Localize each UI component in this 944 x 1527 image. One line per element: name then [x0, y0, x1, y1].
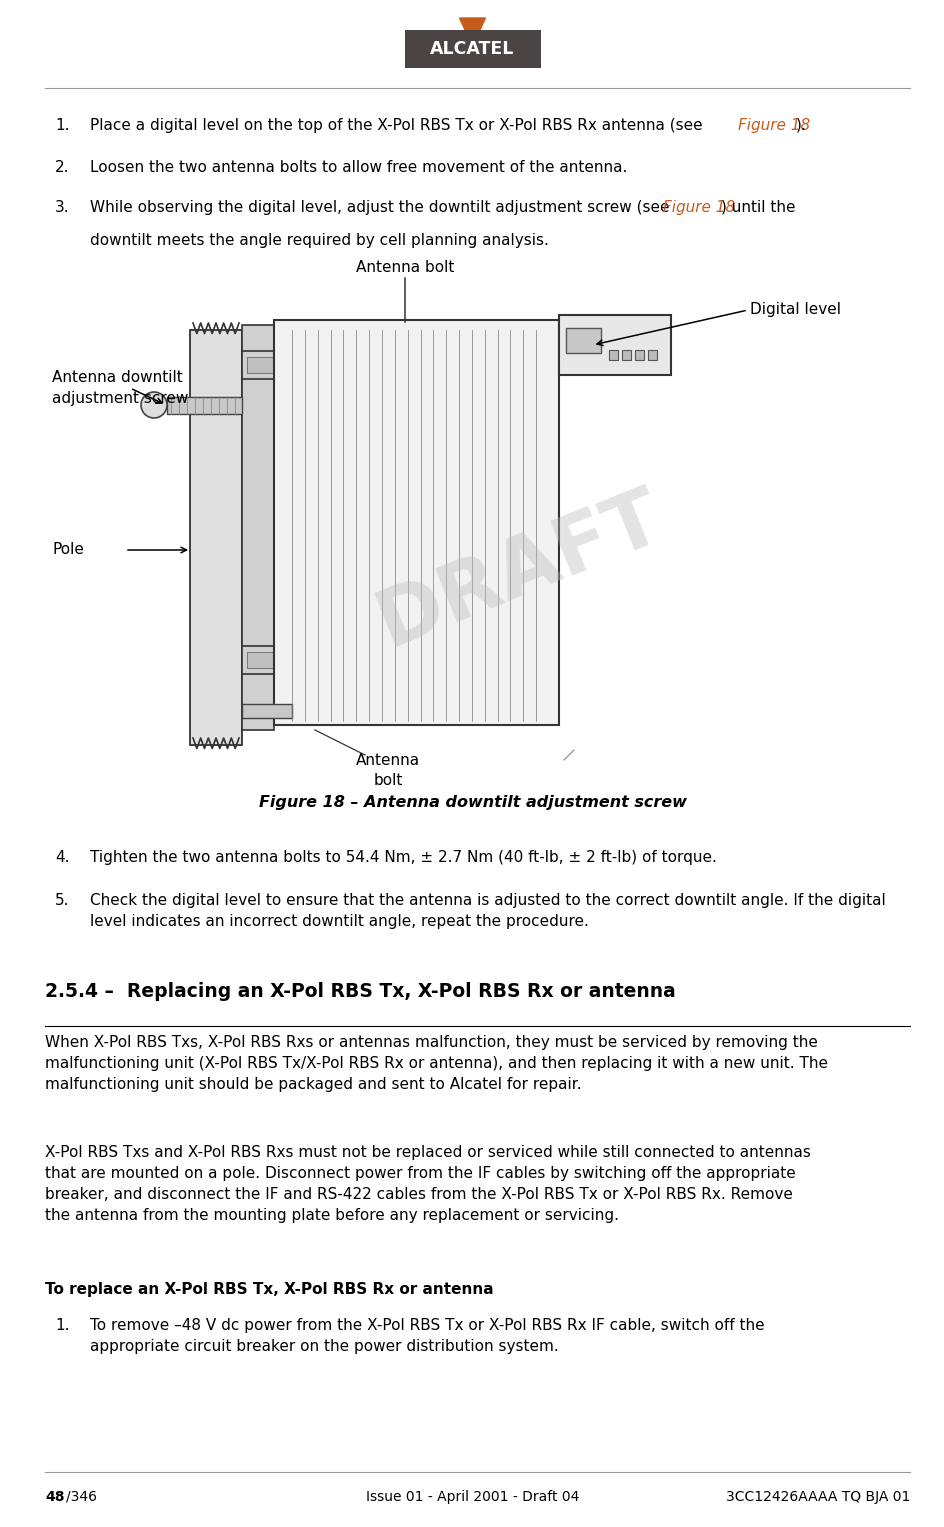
Polygon shape [459, 18, 485, 46]
Bar [634, 350, 643, 360]
Bar [246, 652, 331, 667]
Text: 1.: 1. [55, 1318, 70, 1333]
Text: Issue 01 - April 2001 - Draft 04: Issue 01 - April 2001 - Draft 04 [365, 1490, 579, 1504]
Text: Check the digital level to ensure that the antenna is adjusted to the correct do: Check the digital level to ensure that t… [90, 893, 885, 928]
Bar [648, 350, 656, 360]
Circle shape [283, 654, 295, 666]
Circle shape [283, 359, 295, 371]
Text: ).: ). [795, 118, 806, 133]
Text: When X-Pol RBS Txs, X-Pol RBS Rxs or antennas malfunction, they must be serviced: When X-Pol RBS Txs, X-Pol RBS Rxs or ant… [45, 1035, 827, 1092]
Circle shape [141, 392, 167, 418]
Circle shape [277, 647, 302, 673]
Bar [565, 328, 600, 353]
Bar [559, 315, 670, 376]
Bar [167, 397, 242, 414]
Bar [242, 351, 337, 379]
Text: 5.: 5. [55, 893, 70, 909]
Text: 1.: 1. [55, 118, 70, 133]
Text: downtilt meets the angle required by cell planning analysis.: downtilt meets the angle required by cel… [90, 234, 548, 247]
Bar [242, 325, 274, 730]
Text: ) until the: ) until the [720, 200, 795, 215]
Text: Antenna downtilt
adjustment screw: Antenna downtilt adjustment screw [52, 371, 188, 406]
Text: Figure 18 – Antenna downtilt adjustment screw: Figure 18 – Antenna downtilt adjustment … [259, 796, 685, 809]
Text: Antenna bolt: Antenna bolt [356, 260, 454, 275]
Bar [190, 330, 242, 745]
Text: Tighten the two antenna bolts to 54.4 Nm, ± 2.7 Nm (40 ft-lb, ± 2 ft-lb) of torq: Tighten the two antenna bolts to 54.4 Nm… [90, 851, 716, 864]
Bar [621, 350, 631, 360]
Bar [246, 357, 331, 373]
Bar [274, 321, 559, 725]
Text: X-Pol RBS Txs and X-Pol RBS Rxs must not be replaced or serviced while still con: X-Pol RBS Txs and X-Pol RBS Rxs must not… [45, 1145, 810, 1223]
Text: Figure 18: Figure 18 [737, 118, 809, 133]
Bar [242, 646, 337, 673]
Text: 4.: 4. [55, 851, 70, 864]
Text: 3CC12426AAAA TQ BJA 01: 3CC12426AAAA TQ BJA 01 [725, 1490, 909, 1504]
Text: 2.: 2. [55, 160, 70, 176]
Text: ALCATEL: ALCATEL [430, 41, 514, 58]
Text: Antenna
bolt: Antenna bolt [356, 753, 420, 788]
Text: Place a digital level on the top of the X-Pol RBS Tx or X-Pol RBS Rx antenna (se: Place a digital level on the top of the … [90, 118, 707, 133]
Text: Loosen the two antenna bolts to allow free movement of the antenna.: Loosen the two antenna bolts to allow fr… [90, 160, 627, 176]
Text: 48: 48 [45, 1490, 64, 1504]
Text: Figure 18: Figure 18 [663, 200, 734, 215]
Text: To replace an X-Pol RBS Tx, X-Pol RBS Rx or antenna: To replace an X-Pol RBS Tx, X-Pol RBS Rx… [45, 1283, 493, 1296]
Text: To remove –48 V dc power from the X-Pol RBS Tx or X-Pol RBS Rx IF cable, switch : To remove –48 V dc power from the X-Pol … [90, 1318, 764, 1354]
Text: 2.5.4 –  Replacing an X-Pol RBS Tx, X-Pol RBS Rx or antenna: 2.5.4 – Replacing an X-Pol RBS Tx, X-Pol… [45, 982, 675, 1002]
Text: 3.: 3. [55, 200, 70, 215]
Bar [608, 350, 617, 360]
Bar [242, 704, 292, 718]
Text: Digital level: Digital level [750, 302, 840, 318]
Text: /346: /346 [66, 1490, 97, 1504]
Bar [404, 31, 540, 69]
Text: DRAFT: DRAFT [365, 478, 673, 663]
Text: While observing the digital level, adjust the downtilt adjustment screw (see: While observing the digital level, adjus… [90, 200, 674, 215]
Circle shape [277, 353, 302, 379]
Text: Pole: Pole [52, 542, 84, 557]
